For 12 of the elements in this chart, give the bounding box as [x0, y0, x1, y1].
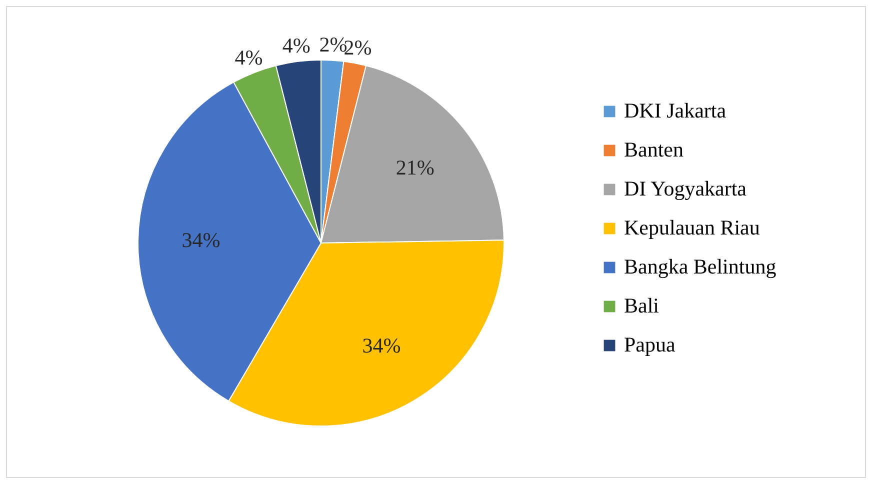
- data-label: 4%: [234, 46, 263, 70]
- legend-label: Kepulauan Riau: [624, 216, 760, 240]
- legend-label: DI Yogyakarta: [624, 176, 748, 200]
- data-label: 4%: [282, 34, 310, 58]
- legend-label: Bali: [624, 294, 660, 318]
- legend-label: Papua: [624, 332, 676, 356]
- data-label: 34%: [182, 228, 220, 252]
- legend-label: DKI Jakarta: [624, 98, 727, 122]
- legend-label: Bangka Belintung: [624, 254, 777, 278]
- legend-label: Banten: [624, 138, 684, 162]
- data-label: 21%: [396, 156, 434, 180]
- data-label: 34%: [362, 334, 401, 358]
